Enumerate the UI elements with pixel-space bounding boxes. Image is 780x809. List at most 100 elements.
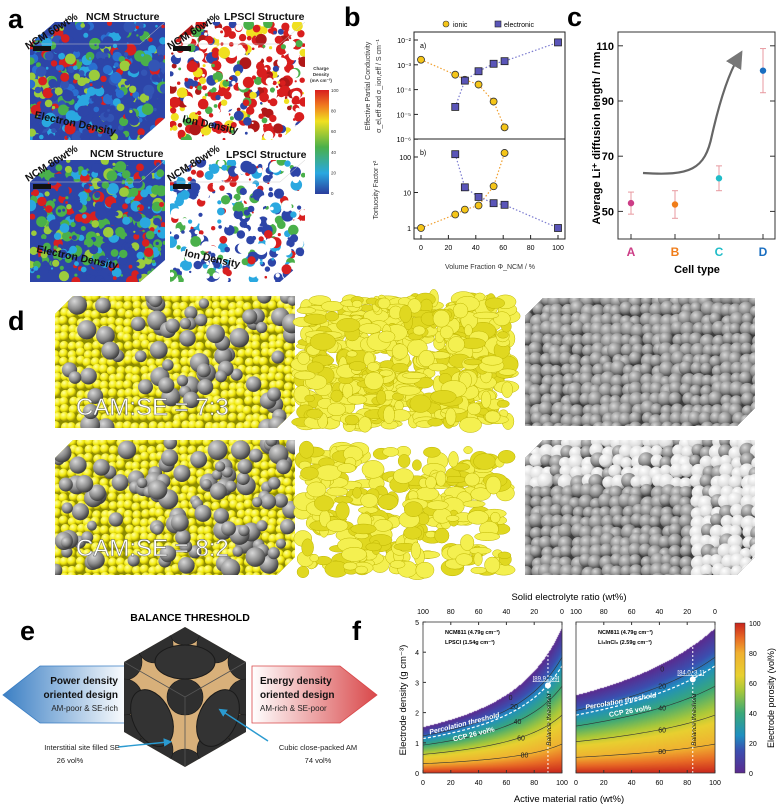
se-particle xyxy=(67,571,77,575)
density-blob xyxy=(148,59,161,72)
am-particle xyxy=(580,463,594,477)
am-particle xyxy=(628,421,643,426)
density-blob xyxy=(198,39,209,50)
se-blob xyxy=(467,402,482,416)
density-blob xyxy=(298,264,305,276)
se-blob xyxy=(373,519,393,532)
se-particle xyxy=(116,574,126,575)
se-particle xyxy=(172,419,182,428)
se-particle xyxy=(131,374,141,384)
se-particle xyxy=(108,549,118,560)
se-particle xyxy=(117,388,127,399)
am-particle xyxy=(740,504,755,520)
se-particle xyxy=(98,542,108,552)
density-blob xyxy=(196,110,202,116)
density-blob xyxy=(47,270,51,274)
density-blob xyxy=(275,273,280,278)
am-particle xyxy=(681,574,694,575)
density-blob xyxy=(251,211,254,214)
se-particle xyxy=(267,467,277,478)
density-blob xyxy=(202,263,208,269)
data-point-electronic xyxy=(489,199,498,208)
se-particle xyxy=(114,548,124,559)
se-particle xyxy=(117,308,127,318)
am-particle xyxy=(197,378,214,395)
colorbar-tick: 60 xyxy=(331,129,337,134)
density-blob xyxy=(124,182,129,186)
density-blob xyxy=(82,214,87,219)
density-blob xyxy=(236,107,241,112)
se-particle xyxy=(245,565,255,575)
se-particle xyxy=(60,380,71,390)
am-particle xyxy=(638,575,652,589)
se-blob xyxy=(342,561,358,571)
density-blob xyxy=(229,42,234,47)
data-point-ionic xyxy=(500,149,509,157)
density-blob xyxy=(110,72,122,84)
density-blob xyxy=(224,225,235,236)
density-blob xyxy=(249,91,257,99)
y-tick-label: 50 xyxy=(602,206,614,218)
se-particle xyxy=(267,429,276,438)
se-blob xyxy=(485,475,502,495)
am-particle xyxy=(700,564,714,575)
colorbar-tick: 80 xyxy=(331,109,337,114)
density-blob xyxy=(84,238,94,248)
se-particle xyxy=(172,301,182,312)
density-blob xyxy=(237,125,246,134)
se-blob xyxy=(358,416,372,433)
am-particle xyxy=(619,576,632,589)
se-blob xyxy=(448,451,459,468)
am-particle xyxy=(751,505,755,518)
fit-curve-electronic xyxy=(454,41,559,108)
density-blob xyxy=(74,224,84,233)
density-blob xyxy=(189,270,192,274)
density-blob xyxy=(132,212,142,222)
density-blob xyxy=(289,37,292,40)
am-particle xyxy=(698,573,714,575)
density-blob xyxy=(44,51,54,61)
se-particle xyxy=(178,492,188,503)
se-particle xyxy=(220,299,230,309)
am-particle xyxy=(749,575,763,589)
density-blob xyxy=(257,104,263,110)
particle-box-gray xyxy=(525,298,755,426)
density-blob xyxy=(230,122,237,128)
density-blob xyxy=(77,77,87,87)
density-blob xyxy=(93,106,100,113)
am-particle xyxy=(530,422,544,426)
se-particle xyxy=(55,517,61,527)
x-tick-label: 100 xyxy=(552,245,564,252)
cube-edge xyxy=(170,22,305,45)
density-blob xyxy=(274,35,283,44)
se-particle xyxy=(251,340,261,350)
se-particle xyxy=(82,357,92,367)
se-particle xyxy=(122,380,133,390)
density-blob xyxy=(197,85,203,91)
density-blob xyxy=(177,129,186,138)
am-particle xyxy=(256,321,268,334)
density-blob xyxy=(144,247,154,257)
se-particle xyxy=(139,429,148,438)
am-particle xyxy=(708,391,723,407)
se-particle xyxy=(154,411,164,421)
am-particle xyxy=(751,425,755,426)
density-blob xyxy=(57,209,62,213)
se-particle xyxy=(258,356,269,367)
density-blob xyxy=(60,72,70,82)
density-blob xyxy=(74,213,84,223)
se-particle xyxy=(84,444,94,455)
am-particle xyxy=(248,448,263,463)
am-particle xyxy=(727,422,743,426)
density-blob xyxy=(135,231,139,235)
am-particle xyxy=(196,363,211,378)
se-particle xyxy=(55,309,61,319)
density-blob xyxy=(94,86,105,97)
data-point-electronic xyxy=(474,193,483,201)
structure-label: LPSCl Structure xyxy=(226,149,307,161)
se-particle xyxy=(283,341,293,351)
se-particle xyxy=(218,420,229,428)
density-blob xyxy=(200,28,204,32)
se-particle xyxy=(284,564,294,574)
density-blob xyxy=(66,136,69,139)
